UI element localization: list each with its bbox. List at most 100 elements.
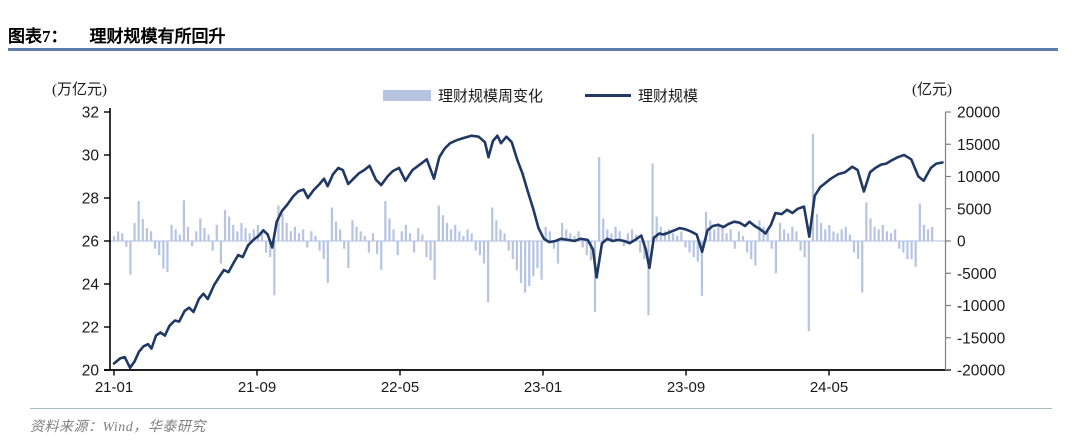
right-axis-tick-label: 20000 bbox=[957, 105, 1000, 122]
right-axis-tick-label: -15000 bbox=[957, 330, 1006, 347]
weekly-change-bar bbox=[889, 233, 893, 241]
weekly-change-bar bbox=[343, 241, 346, 249]
weekly-change-bar bbox=[807, 241, 810, 332]
weekly-change-bar bbox=[828, 224, 831, 242]
weekly-change-bar bbox=[643, 241, 646, 260]
weekly-change-bar bbox=[680, 231, 683, 241]
weekly-change-bar bbox=[667, 229, 671, 241]
weekly-change-bar bbox=[737, 231, 741, 241]
left-axis-tick-label: 28 bbox=[82, 191, 99, 208]
left-axis-tick-label: 32 bbox=[82, 105, 99, 122]
x-axis-tick-label: 23-01 bbox=[524, 379, 562, 396]
weekly-change-bar bbox=[117, 231, 120, 241]
weekly-change-bar bbox=[392, 229, 395, 241]
weekly-change-bar bbox=[367, 241, 370, 253]
weekly-change-bar bbox=[482, 241, 486, 264]
weekly-change-bar bbox=[725, 233, 728, 241]
weekly-change-bar bbox=[532, 241, 535, 277]
weekly-change-bar bbox=[581, 241, 584, 248]
weekly-change-bar bbox=[273, 241, 276, 296]
weekly-change-bar bbox=[676, 235, 679, 241]
weekly-change-bar bbox=[881, 224, 884, 242]
weekly-change-bar bbox=[754, 241, 757, 266]
weekly-change-bar bbox=[770, 241, 773, 249]
weekly-change-bar bbox=[717, 222, 720, 241]
weekly-change-bar bbox=[306, 241, 309, 248]
right-axis-tick-label: -10000 bbox=[957, 298, 1006, 315]
weekly-change-bar bbox=[926, 229, 930, 241]
weekly-change-bar bbox=[647, 241, 650, 316]
weekly-change-bar bbox=[256, 224, 259, 242]
scale-line-series bbox=[112, 134, 944, 370]
weekly-change-bar bbox=[137, 201, 140, 241]
weekly-change-bar bbox=[466, 229, 469, 241]
legend-bar-swatch bbox=[383, 90, 431, 101]
weekly-change-bar bbox=[269, 241, 272, 258]
weekly-change-bar bbox=[561, 222, 564, 241]
weekly-change-bar bbox=[166, 241, 169, 272]
weekly-change-bar bbox=[791, 226, 794, 241]
weekly-change-bar bbox=[528, 241, 531, 287]
weekly-change-bar bbox=[384, 201, 387, 241]
weekly-change-bar bbox=[729, 229, 732, 241]
weekly-change-bar bbox=[906, 241, 909, 260]
weekly-change-bar bbox=[721, 226, 724, 241]
weekly-change-bar bbox=[824, 229, 827, 241]
weekly-change-bar bbox=[182, 200, 185, 241]
weekly-change-bar bbox=[203, 228, 206, 241]
weekly-change-bar bbox=[766, 231, 769, 241]
weekly-change-bar bbox=[569, 233, 572, 241]
weekly-change-bar bbox=[651, 163, 654, 241]
weekly-change-bar bbox=[252, 229, 255, 241]
weekly-change-bar bbox=[408, 233, 412, 241]
weekly-change-bar bbox=[293, 226, 296, 241]
weekly-change-bar bbox=[351, 220, 354, 241]
weekly-change-bar bbox=[450, 229, 453, 241]
weekly-change-bar bbox=[199, 218, 202, 241]
weekly-change-bar bbox=[232, 224, 235, 242]
weekly-change-bar bbox=[799, 241, 802, 251]
left-axis-tick-label: 22 bbox=[82, 320, 99, 337]
weekly-change-bar bbox=[524, 241, 527, 293]
weekly-change-bar bbox=[236, 231, 239, 241]
weekly-change-bar bbox=[902, 241, 905, 253]
weekly-change-bar bbox=[474, 241, 477, 251]
weekly-change-bar bbox=[478, 241, 481, 256]
left-axis-tick-label: 20 bbox=[82, 363, 100, 380]
weekly-change-bar bbox=[869, 218, 872, 241]
weekly-change-bar bbox=[577, 231, 580, 241]
weekly-change-bar bbox=[713, 229, 716, 241]
weekly-change-bar bbox=[684, 241, 687, 248]
weekly-change-bar bbox=[610, 233, 613, 241]
weekly-change-bar bbox=[260, 231, 264, 241]
x-axis-tick-label: 22-05 bbox=[381, 379, 419, 396]
title-underline-rule bbox=[8, 48, 1058, 51]
weekly-change-bar bbox=[688, 241, 691, 253]
weekly-change-bar bbox=[614, 226, 617, 241]
weekly-change-bar bbox=[425, 241, 428, 258]
left-axis-tick-label: 24 bbox=[82, 277, 100, 294]
chart-legend: 理财规模周变化 理财规模 bbox=[383, 85, 698, 106]
weekly-change-bar bbox=[207, 234, 210, 241]
weekly-change-bar bbox=[149, 231, 153, 241]
weekly-change-bar bbox=[129, 241, 132, 275]
x-axis-tick-label: 21-01 bbox=[95, 379, 133, 396]
weekly-change-bar bbox=[552, 241, 555, 249]
weekly-change-bar bbox=[663, 231, 667, 241]
weekly-change-bar bbox=[885, 231, 889, 241]
weekly-change-bar bbox=[458, 231, 461, 241]
weekly-change-bar bbox=[556, 241, 560, 264]
weekly-change-bar bbox=[857, 241, 860, 260]
weekly-change-bar bbox=[445, 222, 449, 241]
weekly-change-bar bbox=[692, 241, 695, 258]
weekly-change-bar bbox=[380, 241, 383, 271]
weekly-change-bar bbox=[186, 226, 190, 241]
bar-zero-baseline bbox=[110, 240, 946, 242]
weekly-change-bar bbox=[487, 241, 490, 303]
weekly-change-bar bbox=[894, 229, 897, 241]
weekly-change-bar bbox=[277, 205, 280, 241]
weekly-change-bar bbox=[371, 233, 375, 241]
weekly-change-bar bbox=[877, 229, 880, 241]
weekly-change-bar bbox=[622, 241, 625, 247]
weekly-change-bar bbox=[400, 231, 403, 241]
